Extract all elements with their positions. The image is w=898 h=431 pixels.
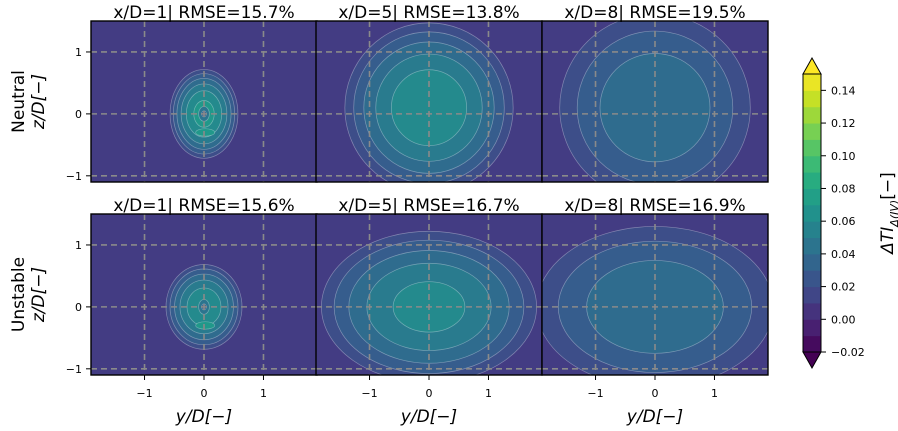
x-tick-label: 1 [711, 387, 718, 400]
colorbar-band [803, 237, 821, 255]
colorbar-band [803, 155, 821, 173]
colorbar-band [803, 335, 821, 353]
y-tick-label: 0 [75, 301, 82, 314]
x-tick-label: 0 [652, 387, 659, 400]
colorbar-extend-max [802, 56, 822, 75]
colorbar-band [803, 253, 821, 271]
colorbar-band [803, 172, 821, 189]
colorbar-tick-label: 0.12 [831, 117, 856, 130]
panel-title: x/D=8| RMSE=16.9% [564, 196, 745, 216]
colorbar-label-main: ΔTI [878, 227, 898, 256]
x-tick-label: 0 [426, 387, 433, 400]
x-tick-label: −1 [136, 387, 152, 400]
panel-0-1 [316, 21, 542, 182]
colorbar-tick-label: 0.02 [831, 281, 856, 294]
colorbar-band [803, 74, 821, 91]
panel-grid: x/D=1| RMSE=15.7% −1 0 1 x/D=5| RMSE=13.8% x/… [66, 3, 769, 400]
colorbar-band [803, 188, 821, 206]
row-label: Neutral [9, 70, 29, 133]
colorbar-tick-label: 0.04 [831, 248, 856, 261]
y-tick-label: −1 [66, 363, 82, 376]
panel-0-0 [91, 21, 317, 182]
panel-1-0 [91, 214, 317, 375]
colorbar-band [803, 204, 821, 222]
colorbar-tick-label: 0.06 [831, 215, 856, 228]
colorbar-band [803, 286, 821, 304]
colorbar-tick-label: 0.08 [831, 182, 856, 195]
colorbar-tick-label: 0.10 [831, 150, 856, 163]
colorbar-label-subscript: Δ(IV) [888, 200, 898, 228]
panel-1-1 [316, 214, 542, 375]
colorbar-label: ΔTIΔ(IV)[−] [878, 172, 898, 255]
panel-title: x/D=1| RMSE=15.7% [113, 3, 294, 23]
contour-lobe [195, 128, 216, 137]
x-axis-label: y/D[−] [400, 407, 457, 427]
panel-title: x/D=1| RMSE=15.6% [113, 196, 294, 216]
colorbar-band [803, 270, 821, 288]
colorbar-band [803, 221, 821, 239]
colorbar-band [803, 302, 821, 320]
y-tick-label: 1 [75, 239, 82, 252]
x-tick-label: 1 [260, 387, 267, 400]
colorbar-band [803, 106, 821, 124]
panel-title: x/D=5| RMSE=13.8% [338, 3, 519, 23]
panel-title: x/D=5| RMSE=16.7% [338, 196, 519, 216]
contour-lobe [195, 321, 216, 330]
colorbar-tick-label: 0.14 [831, 84, 856, 97]
colorbar-tick-label: −0.02 [831, 346, 865, 359]
colorbar-band [803, 123, 821, 140]
x-tick-label: 1 [485, 387, 492, 400]
colorbar-band [803, 139, 821, 157]
y-axis-label: z/D[−] [29, 74, 49, 130]
x-tick-label: −1 [361, 387, 377, 400]
colorbar-frame [802, 73, 822, 353]
x-axis-label: y/D[−] [175, 407, 232, 427]
row-label: Unstable [9, 257, 29, 332]
y-tick-label: 0 [75, 108, 82, 121]
y-axis-label: z/D[−] [29, 267, 49, 323]
colorbar-band [803, 90, 821, 108]
panel-title: x/D=8| RMSE=19.5% [564, 3, 745, 23]
colorbar-tick-label: 0.00 [831, 313, 856, 326]
panel-0-2 [542, 21, 768, 182]
colorbar: −0.02 0.00 0.02 0.04 0.06 0.08 0.10 0.12 0.14 ΔTI… [802, 56, 898, 370]
x-tick-label: 0 [201, 387, 208, 400]
panel-1-2 [542, 214, 768, 375]
panel-frame [541, 20, 769, 183]
x-axis-label: y/D[−] [626, 407, 683, 427]
x-tick-label: −1 [587, 387, 603, 400]
colorbar-label-unit: [−] [878, 172, 898, 200]
y-tick-label: −1 [66, 170, 82, 183]
colorbar-extend-min [802, 351, 822, 370]
axis-labels: Neutral z/D[−]Unstable z/D[−]y/D[−] y/D[−] y… [9, 70, 683, 427]
colorbar-band [803, 319, 821, 337]
y-tick-label: 1 [75, 46, 82, 59]
